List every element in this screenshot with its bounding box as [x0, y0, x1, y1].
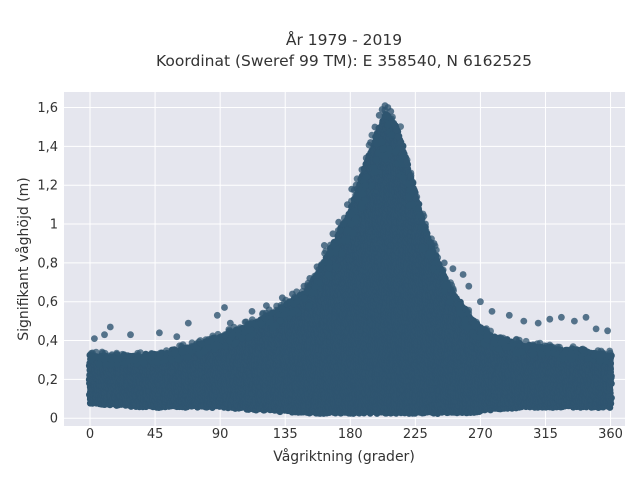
chart-subtitle: Koordinat (Sweref 99 TM): E 358540, N 61… — [156, 52, 532, 70]
data-points — [85, 102, 615, 417]
chart-title: År 1979 - 2019 — [286, 30, 402, 49]
